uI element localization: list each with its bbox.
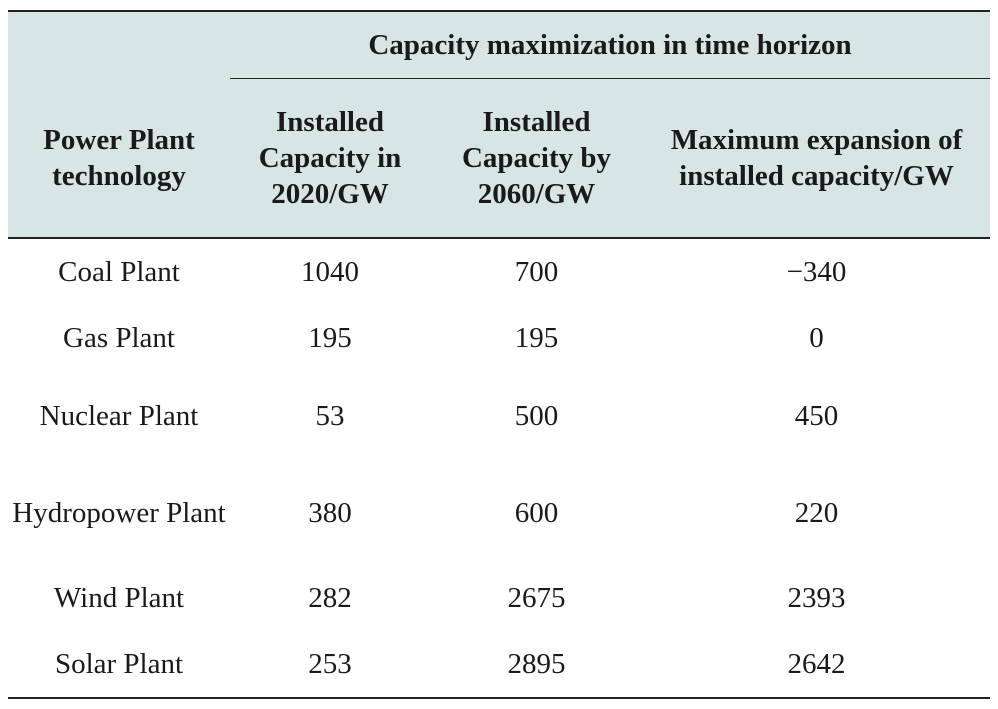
technology-cell: Solar Plant [8,631,230,699]
capacity-table-container: Capacity maximization in time horizon Po… [8,10,991,699]
table-row: Solar Plant 253 2895 2642 [8,631,991,699]
capacity-2060-cell: 2675 [507,582,566,614]
table-row: Coal Plant 1040 700 −340 [8,238,990,305]
table-header: Capacity maximization in time horizon Po… [8,10,991,239]
table-row: Hydropower Plant 380 600 220 [8,461,990,565]
capacity-2060-cell: 700 [514,256,559,288]
column-header-capacity-2060: Installed Capacity by 2060/GW [430,78,643,239]
capacity-2060-cell: 195 [514,322,559,354]
technology-cell: Coal Plant [58,256,180,288]
table-row: Wind Plant 282 2675 2393 [8,565,990,631]
group-header-empty-cell [8,10,230,79]
expansion-cell: 0 [809,322,824,354]
capacity-2020-cell: 253 [230,631,430,699]
capacity-2020-cell: 282 [308,582,352,614]
capacity-2060-cell: 500 [514,400,559,432]
table-row: Gas Plant 195 195 0 [8,305,990,371]
table-body: Coal Plant 1040 700 −340 Gas Plant 195 1… [8,238,991,699]
expansion-cell: 220 [794,497,839,529]
expansion-cell: 2642 [643,631,991,699]
expansion-cell: 2393 [787,582,846,614]
expansion-cell: −340 [786,256,847,288]
capacity-2020-cell: 53 [315,400,345,432]
technology-cell: Hydropower Plant [12,497,226,529]
capacity-2060-cell: 600 [514,497,559,529]
capacity-2020-cell: 380 [308,497,352,529]
technology-cell: Wind Plant [53,582,185,614]
capacity-2060-cell: 2895 [430,631,643,699]
technology-cell: Nuclear Plant [39,400,199,432]
capacity-table: Capacity maximization in time horizon Po… [8,10,991,699]
group-header-row: Capacity maximization in time horizon [8,10,991,79]
technology-cell: Gas Plant [63,322,175,354]
capacity-2020-cell: 1040 [301,256,359,288]
column-header-max-expansion: Maximum expansion of installed capacity/… [643,78,991,239]
column-header-capacity-2020: Installed Capacity in 2020/GW [230,78,430,239]
group-header-cell: Capacity maximization in time horizon [230,10,991,79]
capacity-2020-cell: 195 [308,322,352,354]
expansion-cell: 450 [794,400,839,432]
table-row: Nuclear Plant 53 500 450 [8,371,990,461]
column-header-row: Power Plant technology Installed Capacit… [8,78,991,239]
column-header-technology: Power Plant technology [8,78,230,239]
